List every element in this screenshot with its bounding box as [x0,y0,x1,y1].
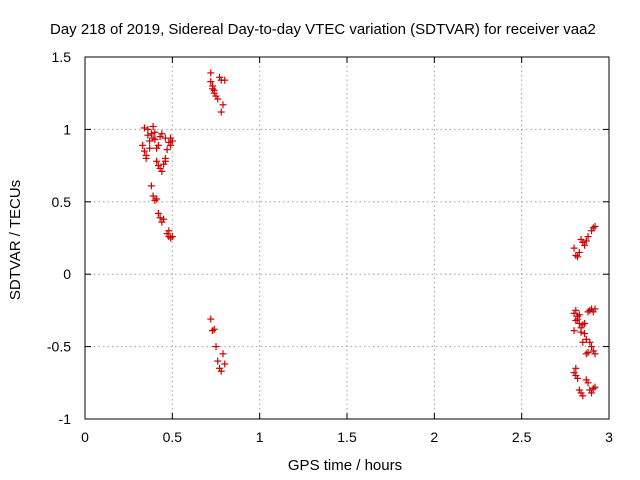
data-point [591,350,599,358]
y-tick-label: 1.5 [52,49,72,65]
data-point [591,305,599,313]
data-point [570,327,578,335]
x-tick-label: 0 [81,429,89,445]
x-tick-label: 2 [430,429,438,445]
data-point [572,306,580,314]
data-point [142,154,150,162]
x-tick-label: 3 [605,429,613,445]
data-point [151,128,159,136]
data-point [221,360,229,368]
data-point [214,95,222,103]
axis-ticks [84,56,610,420]
data-points [139,69,599,400]
data-point [579,392,587,400]
data-point [575,311,583,319]
data-point [151,136,159,144]
data-point [165,227,173,235]
x-tick-label: 0.5 [163,429,183,445]
data-point [584,379,592,387]
data-point [572,364,580,372]
data-point [582,237,590,245]
x-tick-label: 2.5 [512,429,532,445]
data-point [167,234,175,242]
data-point [163,146,171,154]
x-axis-tick-labels: 0 0.5 1 1.5 2 2.5 3 [81,429,613,445]
data-point [214,357,222,365]
data-point [153,157,161,165]
data-point [575,248,583,256]
data-point [584,233,592,241]
y-tick-label: -0.5 [47,339,71,355]
data-point [591,383,599,391]
y-axis-tick-labels: -1 -0.5 0 0.5 1 1.5 [47,49,71,427]
data-point [221,76,229,84]
data-point [574,315,582,323]
data-point [139,141,147,149]
y-tick-label: -1 [59,411,72,427]
data-point [154,141,162,149]
data-point [581,330,589,338]
data-point [219,350,227,358]
x-axis-label: GPS time / hours [288,457,402,474]
x-tick-label: 1 [256,429,264,445]
data-point [570,244,578,252]
y-axis-label: SDTVAR / TECUs [7,180,24,300]
chart-title: Day 218 of 2019, Sidereal Day-to-day VTE… [50,21,596,38]
data-point [210,325,218,333]
x-tick-label: 1.5 [337,429,357,445]
data-point [217,367,225,375]
data-point [207,78,215,86]
y-tick-label: 0 [63,266,71,282]
data-point [582,350,590,358]
data-point [207,69,215,77]
data-point [158,130,166,138]
data-point [168,137,176,145]
data-point [581,319,589,327]
data-point [586,338,594,346]
data-point [153,195,161,203]
data-point [161,154,169,162]
data-point [156,214,164,222]
data-point [168,233,176,241]
data-point [209,327,217,335]
data-point [158,167,166,175]
data-point [584,348,592,356]
data-point [591,222,599,230]
data-point [581,241,589,249]
gridlines [85,57,609,419]
data-point [151,196,159,204]
data-point [160,215,168,223]
data-point [207,315,215,323]
data-point [147,130,155,138]
data-point [149,123,157,131]
y-tick-label: 1 [63,121,71,137]
data-point [140,124,148,132]
data-point [574,253,582,261]
data-point [147,182,155,190]
data-point [588,389,596,397]
y-tick-label: 0.5 [52,194,72,210]
data-point [217,108,225,116]
data-point [588,343,596,351]
data-point [212,343,220,351]
data-point [219,101,227,109]
data-point [586,306,594,314]
data-point [589,385,597,393]
data-point [146,144,154,152]
data-point [144,125,152,133]
data-point [140,147,148,155]
data-point [574,374,582,382]
data-point [167,141,175,149]
data-point [577,328,585,336]
data-point [154,209,162,217]
